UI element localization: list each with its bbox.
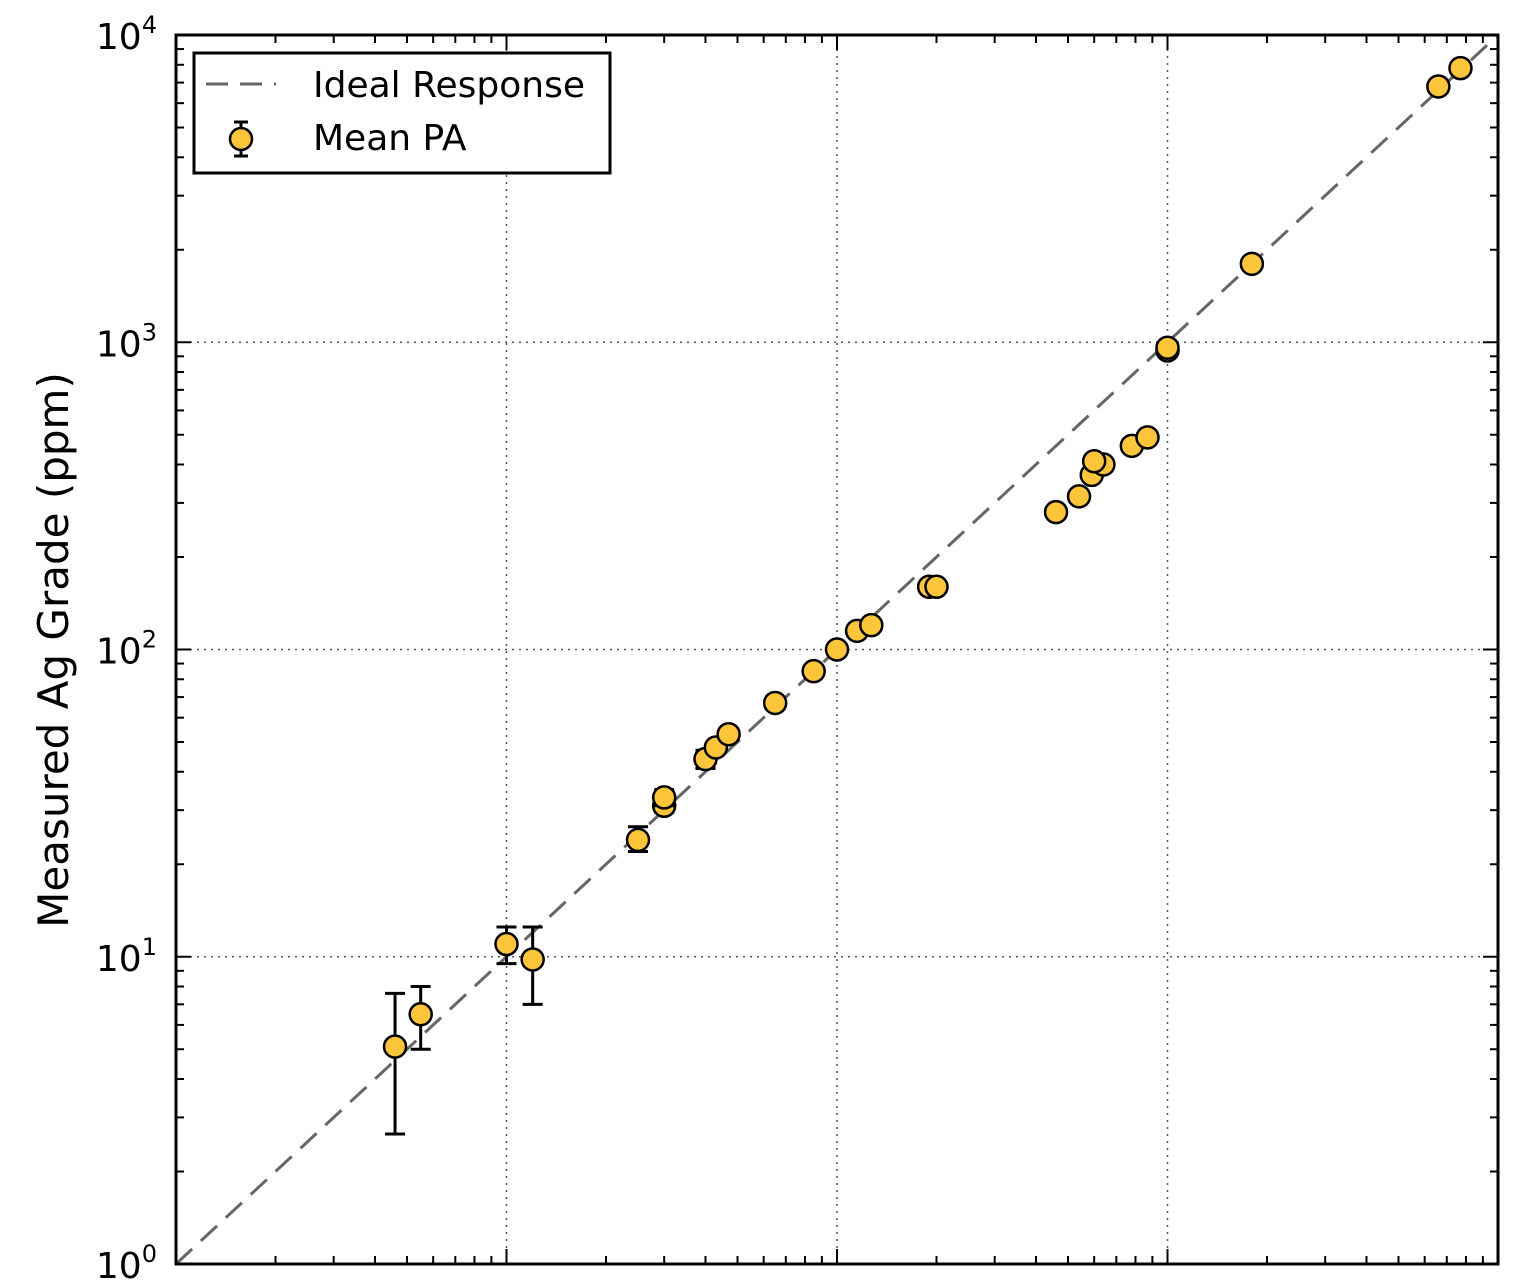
point-marker bbox=[651, 785, 677, 810]
legend-label-ideal-response: Ideal Response bbox=[313, 65, 585, 106]
y-tick-label: 104 bbox=[96, 11, 157, 58]
data-point bbox=[1239, 251, 1265, 277]
data-point bbox=[859, 612, 884, 638]
point-marker bbox=[859, 612, 884, 638]
y-tick-label: 101 bbox=[96, 933, 157, 980]
grid-lines bbox=[176, 35, 1498, 1264]
point-marker bbox=[1239, 251, 1265, 277]
data-point bbox=[824, 637, 850, 662]
data-point bbox=[625, 825, 651, 854]
point-marker bbox=[1135, 425, 1160, 450]
data-point bbox=[651, 785, 677, 810]
data-point bbox=[408, 985, 433, 1051]
point-marker bbox=[716, 721, 741, 747]
point-marker bbox=[625, 827, 651, 853]
legend-marker-icon bbox=[228, 120, 254, 158]
point-marker bbox=[1426, 74, 1451, 99]
data-point bbox=[1426, 74, 1451, 99]
point-marker bbox=[1066, 484, 1092, 509]
data-point bbox=[494, 925, 519, 966]
point-marker bbox=[762, 690, 788, 716]
point-marker bbox=[924, 574, 949, 600]
point-marker bbox=[1043, 499, 1069, 525]
point-marker bbox=[824, 637, 850, 662]
legend-box bbox=[192, 51, 612, 175]
point-marker bbox=[1081, 448, 1107, 474]
data-point bbox=[801, 658, 826, 684]
data-point bbox=[1155, 335, 1180, 360]
data-point bbox=[1066, 484, 1092, 509]
axis-ticks bbox=[175, 35, 1498, 1265]
data-point bbox=[1135, 425, 1160, 450]
y-tick-label: 100 bbox=[96, 1240, 157, 1282]
data-point bbox=[762, 690, 788, 716]
y-tick-label: 103 bbox=[96, 318, 157, 365]
data-point bbox=[716, 721, 741, 747]
data-point bbox=[520, 925, 545, 1006]
data-point bbox=[1448, 55, 1473, 81]
data-point bbox=[1081, 448, 1107, 474]
point-marker bbox=[1448, 55, 1473, 81]
point-marker bbox=[494, 931, 519, 957]
point-marker bbox=[382, 1034, 408, 1059]
y-tick-label: 102 bbox=[96, 626, 157, 673]
y-axis-label: Measured Ag Grade (ppm) bbox=[29, 372, 78, 928]
data-point bbox=[924, 574, 949, 600]
point-marker bbox=[408, 1001, 433, 1027]
legend: Ideal Response Mean PA bbox=[192, 51, 612, 175]
point-marker bbox=[801, 658, 826, 684]
data-point bbox=[382, 991, 408, 1136]
point-marker bbox=[520, 947, 545, 972]
legend-label-mean-pa: Mean PA bbox=[313, 118, 467, 159]
point-marker bbox=[1155, 335, 1180, 360]
data-point bbox=[1043, 499, 1069, 525]
mean-pa-series bbox=[382, 55, 1473, 1136]
y-tick-labels: 100 101 102 103 104 bbox=[96, 11, 157, 1282]
